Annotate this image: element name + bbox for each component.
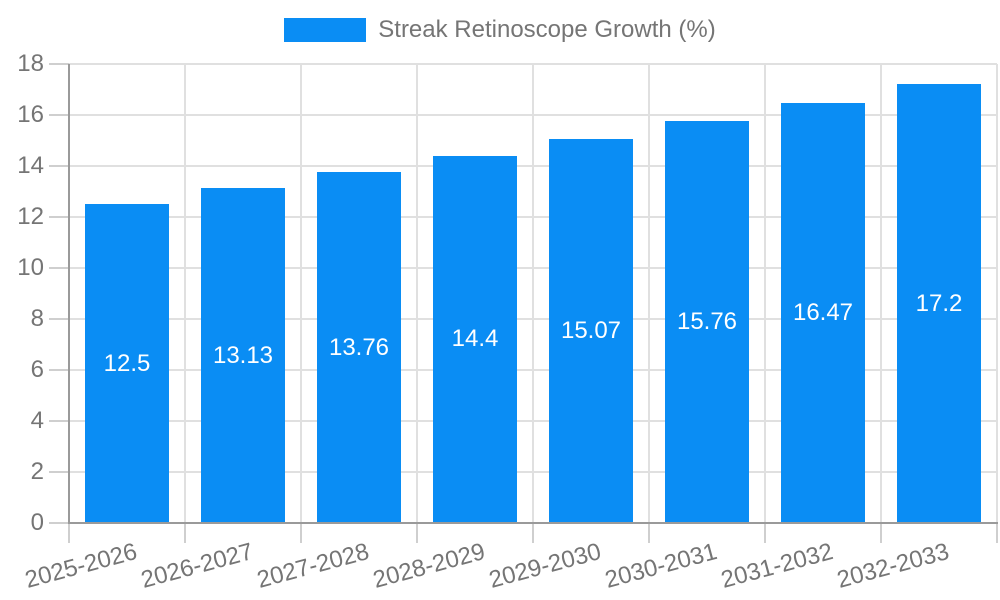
bar[interactable]: 12.5 xyxy=(85,204,169,523)
x-gridline xyxy=(648,64,650,523)
x-axis-line xyxy=(68,522,998,524)
y-axis-label: 6 xyxy=(30,356,44,383)
y-axis-label: 0 xyxy=(30,509,44,536)
y-axis-label: 8 xyxy=(30,305,44,332)
bar[interactable]: 15.07 xyxy=(549,138,633,523)
bar-value-label: 17.2 xyxy=(915,289,963,317)
x-gridline xyxy=(416,64,418,523)
x-axis-tick xyxy=(996,523,998,543)
bar-value-label: 12.5 xyxy=(103,349,151,377)
y-axis-tick xyxy=(49,165,69,167)
bar-value-label: 15.76 xyxy=(676,308,738,336)
x-axis-tick xyxy=(184,523,186,543)
y-axis-label: 16 xyxy=(17,101,44,128)
y-axis-label: 10 xyxy=(17,254,44,281)
x-axis-tick xyxy=(764,523,766,543)
x-axis-tick xyxy=(300,523,302,543)
legend-label: Streak Retinoscope Growth (%) xyxy=(378,16,716,43)
bar[interactable]: 17.2 xyxy=(897,84,981,523)
y-axis-tick xyxy=(49,318,69,320)
y-axis-tick xyxy=(49,267,69,269)
y-axis-label: 18 xyxy=(17,50,44,77)
y-axis-label: 12 xyxy=(17,203,44,230)
legend-color-swatch xyxy=(284,18,367,42)
y-axis-tick xyxy=(49,63,69,65)
x-gridline xyxy=(880,64,882,523)
x-axis-tick xyxy=(416,523,418,543)
bar[interactable]: 16.47 xyxy=(781,103,865,523)
y-axis-label: 2 xyxy=(30,458,44,485)
bar[interactable]: 13.76 xyxy=(317,172,401,523)
y-axis-tick xyxy=(49,114,69,116)
x-axis-tick xyxy=(648,523,650,543)
y-axis-label: 14 xyxy=(17,152,44,179)
bar-value-label: 14.4 xyxy=(451,325,499,353)
x-gridline xyxy=(532,64,534,523)
bar[interactable]: 15.76 xyxy=(665,121,749,523)
x-gridline xyxy=(996,64,998,523)
bar[interactable]: 13.13 xyxy=(201,188,285,523)
y-axis-tick xyxy=(49,522,69,524)
x-gridline xyxy=(300,64,302,523)
x-axis-tick xyxy=(880,523,882,543)
bar-value-label: 13.13 xyxy=(212,341,274,369)
bar-value-label: 13.76 xyxy=(328,333,390,361)
y-axis-label: 4 xyxy=(30,407,44,434)
y-axis-tick xyxy=(49,420,69,422)
bar-value-label: 16.47 xyxy=(792,298,854,326)
y-axis-tick xyxy=(49,216,69,218)
bar[interactable]: 14.4 xyxy=(433,155,517,523)
bar-value-label: 15.07 xyxy=(560,316,622,344)
y-axis-tick xyxy=(49,369,69,371)
x-gridline xyxy=(764,64,766,523)
x-axis-tick xyxy=(68,523,70,543)
y-axis-line xyxy=(68,64,70,524)
chart-legend: Streak Retinoscope Growth (%) xyxy=(0,16,1000,44)
y-axis-tick xyxy=(49,471,69,473)
x-axis-tick xyxy=(532,523,534,543)
x-gridline xyxy=(184,64,186,523)
legend-item-streak-retinoscope-growth[interactable]: Streak Retinoscope Growth (%) xyxy=(284,16,716,44)
